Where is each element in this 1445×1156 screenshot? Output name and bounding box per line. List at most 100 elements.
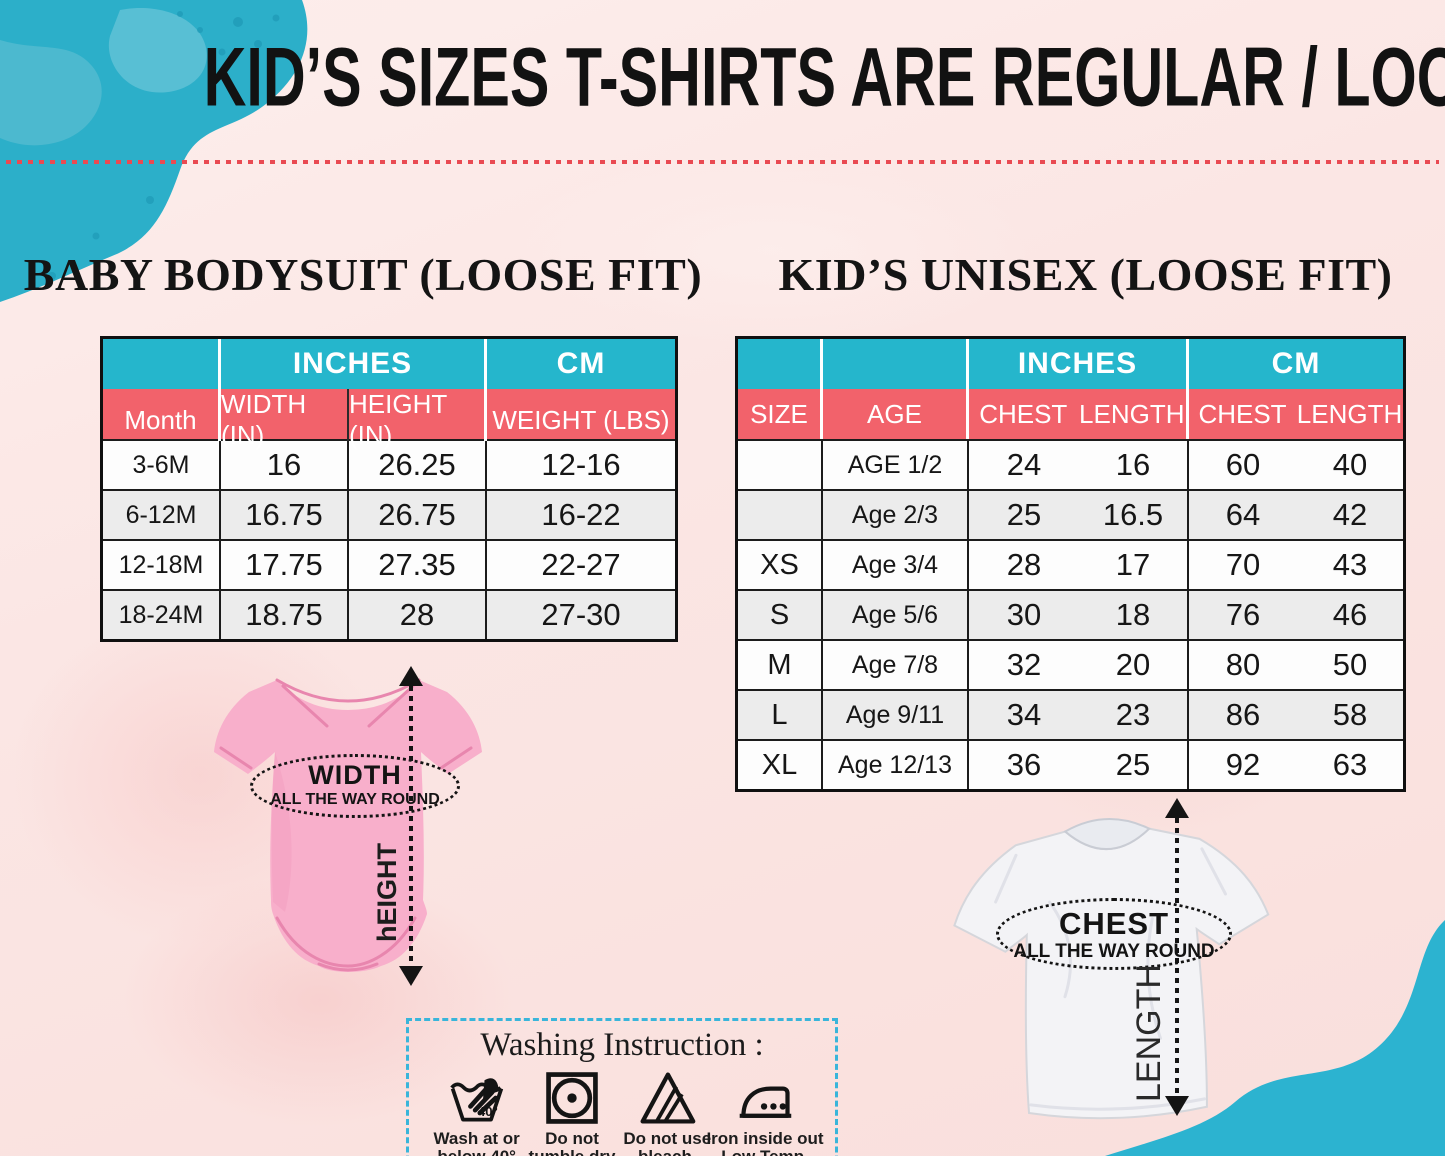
column-header: Month <box>103 389 221 451</box>
washing-title: Washing Instruction : <box>480 1027 764 1063</box>
cell: Age 5/6 <box>823 591 969 639</box>
cell: 18-24M <box>103 591 221 639</box>
cell: XL <box>738 741 823 789</box>
cell: 60 <box>1225 447 1261 482</box>
column-header: LENGTH <box>1296 398 1403 429</box>
arrow-up-icon <box>1165 798 1189 818</box>
handwash-temp-text: 40° <box>478 1104 498 1119</box>
cell: 80 <box>1225 647 1261 682</box>
width-sublabel: ALL THE WAY ROUND <box>270 791 440 808</box>
cell: 25 <box>1006 497 1042 532</box>
chest-label: CHEST <box>1058 906 1170 941</box>
arrow-up-icon <box>399 666 423 686</box>
height-arrow-line <box>409 686 413 966</box>
cell: 26.25 <box>349 441 487 489</box>
cell: 50 <box>1332 647 1368 682</box>
chest-ellipse <box>996 898 1232 970</box>
washing-instructions-panel: Washing Instruction : 40° Wash at or bel… <box>406 1018 838 1156</box>
table-row: M Age 7/8 32 20 80 50 <box>738 639 1403 689</box>
cell: 27.35 <box>349 541 487 589</box>
iron-inside-out-icon <box>739 1086 792 1118</box>
washing-item-label: Iron inside out Low Temp. <box>706 1129 824 1156</box>
table-row: 12-18M 17.75 27.35 22-27 <box>103 539 675 589</box>
page-title-text: KID’S SIZES T-SHIRTS ARE REGULAR / LOOSE… <box>203 30 1445 125</box>
cell: 16.5 <box>1079 491 1189 539</box>
washing-item-handwash: 40° Wash at or below 40° <box>429 1068 524 1156</box>
cell: Age 9/11 <box>823 691 969 739</box>
cell: 86 <box>1225 697 1261 732</box>
arrow-down-icon <box>1165 1096 1189 1116</box>
table-row: AGE 1/2 24 16 60 40 <box>738 439 1403 489</box>
table-row: 6-12M 16.75 26.75 16-22 <box>103 489 675 539</box>
cell: 18 <box>1079 591 1189 639</box>
cell: 58 <box>1332 697 1368 732</box>
width-label: WIDTH <box>308 760 402 790</box>
cell: 23 <box>1079 691 1189 739</box>
cell: 43 <box>1332 547 1368 582</box>
cell: 12-16 <box>541 447 621 482</box>
width-ellipse <box>250 754 460 818</box>
cell: 18.75 <box>221 591 349 639</box>
table-row: 3-6M 16 26.25 12-16 <box>103 439 675 489</box>
cell: 30 <box>1006 597 1042 632</box>
table-row: XS Age 3/4 28 17 70 43 <box>738 539 1403 589</box>
cell: 22-27 <box>541 547 621 582</box>
empty-cell <box>103 339 221 389</box>
tshirt-illustration <box>953 818 1270 1120</box>
cell: 16 <box>1079 441 1189 489</box>
cell: 16.75 <box>221 491 349 539</box>
cell: AGE 1/2 <box>823 441 969 489</box>
cell: Age 12/13 <box>823 741 969 789</box>
cell: 3-6M <box>103 441 221 489</box>
cell: 20 <box>1079 641 1189 689</box>
cell <box>738 491 823 539</box>
column-header: SIZE <box>738 389 823 439</box>
column-header: WEIGHT (LBS) <box>492 404 670 435</box>
cell: 92 <box>1225 747 1261 782</box>
inches-group-header: INCHES <box>969 339 1189 389</box>
cell: 17 <box>1079 541 1189 589</box>
cm-group-header: CM <box>556 347 606 380</box>
cell: 28 <box>1006 547 1042 582</box>
baby-bodysuit-size-table: INCHES CM Month WIDTH (IN) HEIGHT (IN) W… <box>100 336 678 642</box>
chest-sublabel: ALL THE WAY ROUND <box>1013 941 1215 962</box>
cell: 25 <box>1079 741 1189 789</box>
cell: 16 <box>221 441 349 489</box>
length-label: LENGTH <box>1130 964 1168 1102</box>
washing-item-iron: Iron inside out Low Temp. <box>706 1068 824 1156</box>
cell: 42 <box>1332 497 1368 532</box>
washing-icons-row: 40° Wash at or below 40° Do not tumble d… <box>409 1064 835 1156</box>
column-header: AGE <box>823 389 969 439</box>
cell: 36 <box>1006 747 1042 782</box>
empty-cell <box>823 339 969 389</box>
cell: Age 2/3 <box>823 491 969 539</box>
table-row: S Age 5/6 30 18 76 46 <box>738 589 1403 639</box>
column-header: WIDTH (IN) <box>221 389 349 451</box>
washing-item-label: Wash at or below 40° <box>433 1129 520 1156</box>
cell: 28 <box>349 591 487 639</box>
cm-group-header: CM <box>1271 347 1321 380</box>
cell: 63 <box>1332 747 1368 782</box>
cell: 16-22 <box>541 497 621 532</box>
cell: 17.75 <box>221 541 349 589</box>
kids-table-unit-header-row: INCHES CM <box>738 339 1403 389</box>
cell: S <box>738 591 823 639</box>
do-not-bleach-icon <box>640 1072 696 1124</box>
column-header-group: CHEST LENGTH <box>1189 389 1403 439</box>
baby-section-heading: BABY BODYSUIT (LOOSE FIT) <box>23 249 703 300</box>
baby-table-column-header-row: Month WIDTH (IN) HEIGHT (IN) WEIGHT (LBS… <box>103 389 675 451</box>
column-header: LENGTH <box>1079 398 1185 429</box>
column-header: CHEST <box>1198 398 1287 429</box>
kids-unisex-size-table: INCHES CM SIZE AGE CHEST LENGTH CHEST LE… <box>735 336 1406 792</box>
cell <box>738 441 823 489</box>
cell: Age 7/8 <box>823 641 969 689</box>
cell: M <box>738 641 823 689</box>
cell: 76 <box>1225 597 1261 632</box>
cell: 26.75 <box>349 491 487 539</box>
cell: L <box>738 691 823 739</box>
arrow-down-icon <box>399 966 423 986</box>
cell: 46 <box>1332 597 1368 632</box>
baby-table-unit-header-row: INCHES CM <box>103 339 675 389</box>
page-title: KID’S SIZES T-SHIRTS ARE REGULAR / LOOSE… <box>0 31 1445 125</box>
